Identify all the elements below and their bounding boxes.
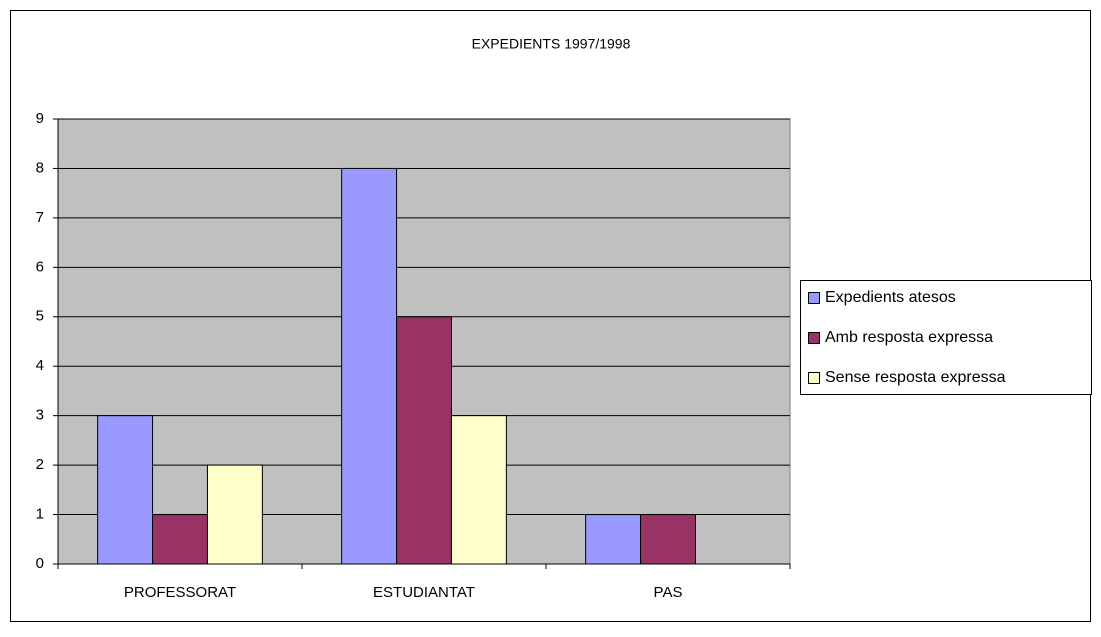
- y-tick-label: 6: [36, 258, 44, 275]
- legend-swatch: [808, 292, 820, 304]
- y-tick-label: 3: [36, 407, 44, 424]
- y-tick-label: 8: [36, 159, 44, 176]
- y-tick-label: 5: [36, 308, 44, 325]
- bar: [206, 464, 263, 565]
- bar: [97, 415, 154, 565]
- legend-label: Expedients atesos: [825, 289, 956, 306]
- legend-label: Sense resposta expressa: [825, 369, 1006, 386]
- bar: [585, 514, 642, 565]
- bar: [396, 316, 452, 565]
- y-tick-label: 1: [36, 506, 44, 523]
- chart-title: EXPEDIENTS 1997/1998: [472, 36, 631, 52]
- x-tick-label: PROFESSORAT: [124, 584, 236, 601]
- legend: [800, 280, 1092, 395]
- legend-label: Amb resposta expressa: [825, 329, 993, 346]
- bar: [640, 514, 696, 565]
- y-tick-label: 7: [36, 209, 44, 226]
- y-tick-label: 9: [36, 110, 44, 127]
- x-tick-label: PAS: [654, 584, 683, 601]
- bar: [341, 167, 398, 565]
- y-tick-label: 4: [36, 357, 44, 374]
- bar: [152, 514, 208, 565]
- legend-swatch: [808, 372, 820, 384]
- y-tick-label: 2: [36, 456, 44, 473]
- bar: [450, 415, 507, 565]
- legend-swatch: [808, 332, 820, 344]
- y-tick-label: 0: [36, 555, 44, 572]
- x-tick-label: ESTUDIANTAT: [373, 584, 475, 601]
